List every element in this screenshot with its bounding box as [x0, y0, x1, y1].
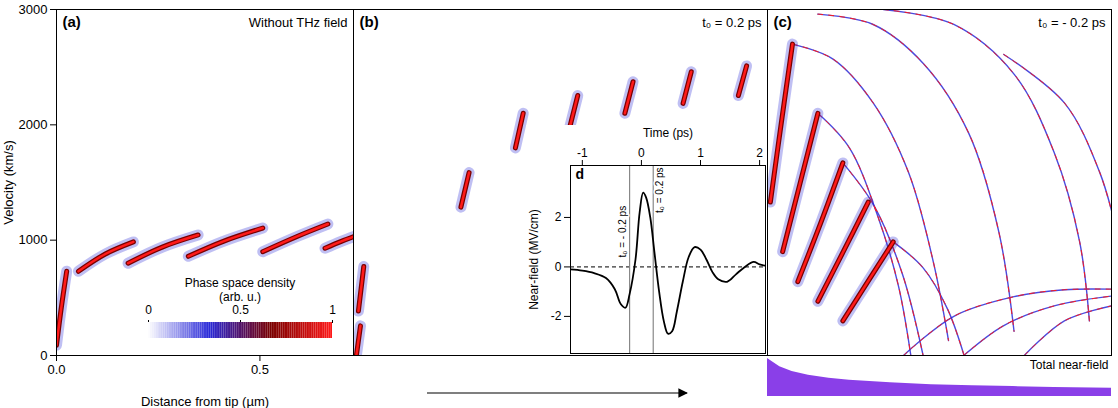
svg-text:Time (ps): Time (ps): [643, 126, 693, 140]
svg-text:t₀ = 0.2 ps: t₀ = 0.2 ps: [702, 15, 762, 30]
svg-text:0: 0: [145, 303, 152, 317]
svg-text:Without THz field: Without THz field: [249, 15, 348, 30]
svg-text:1: 1: [697, 146, 704, 160]
svg-text:0.5: 0.5: [232, 303, 249, 317]
svg-text:-1: -1: [577, 146, 588, 160]
svg-text:0.0: 0.0: [47, 362, 65, 377]
svg-text:t₀ = - 0.2 ps: t₀ = - 0.2 ps: [617, 206, 628, 258]
svg-text:2: 2: [756, 146, 763, 160]
svg-text:1000: 1000: [19, 232, 48, 247]
svg-text:t₀ = 0.2 ps: t₀ = 0.2 ps: [654, 167, 665, 213]
svg-text:Near-field (MV/cm): Near-field (MV/cm): [527, 209, 541, 310]
svg-text:0: 0: [555, 260, 562, 274]
svg-text:d: d: [576, 166, 585, 182]
svg-text:2000: 2000: [19, 117, 48, 132]
svg-text:(b): (b): [360, 13, 379, 30]
svg-text:Distance from tip (µm): Distance from tip (µm): [141, 394, 269, 408]
svg-text:2: 2: [555, 210, 562, 224]
svg-text:t₀ = - 0.2 ps: t₀ = - 0.2 ps: [1038, 15, 1106, 30]
svg-text:0: 0: [40, 348, 47, 363]
html-text:Phase space density: Phase space density: [184, 276, 296, 290]
svg-text:0: 0: [638, 146, 645, 160]
svg-text:-2: -2: [551, 309, 562, 323]
html-text:(arb. u.): (arb. u.): [219, 290, 261, 304]
svg-text:(a): (a): [63, 13, 81, 30]
svg-text:(c): (c): [774, 13, 792, 30]
svg-text:Velocity (km/s): Velocity (km/s): [1, 140, 16, 225]
svg-text:Total near-field: Total near-field: [1030, 358, 1109, 372]
svg-text:1: 1: [329, 303, 336, 317]
svg-text:0.5: 0.5: [251, 362, 269, 377]
svg-text:3000: 3000: [19, 2, 48, 17]
